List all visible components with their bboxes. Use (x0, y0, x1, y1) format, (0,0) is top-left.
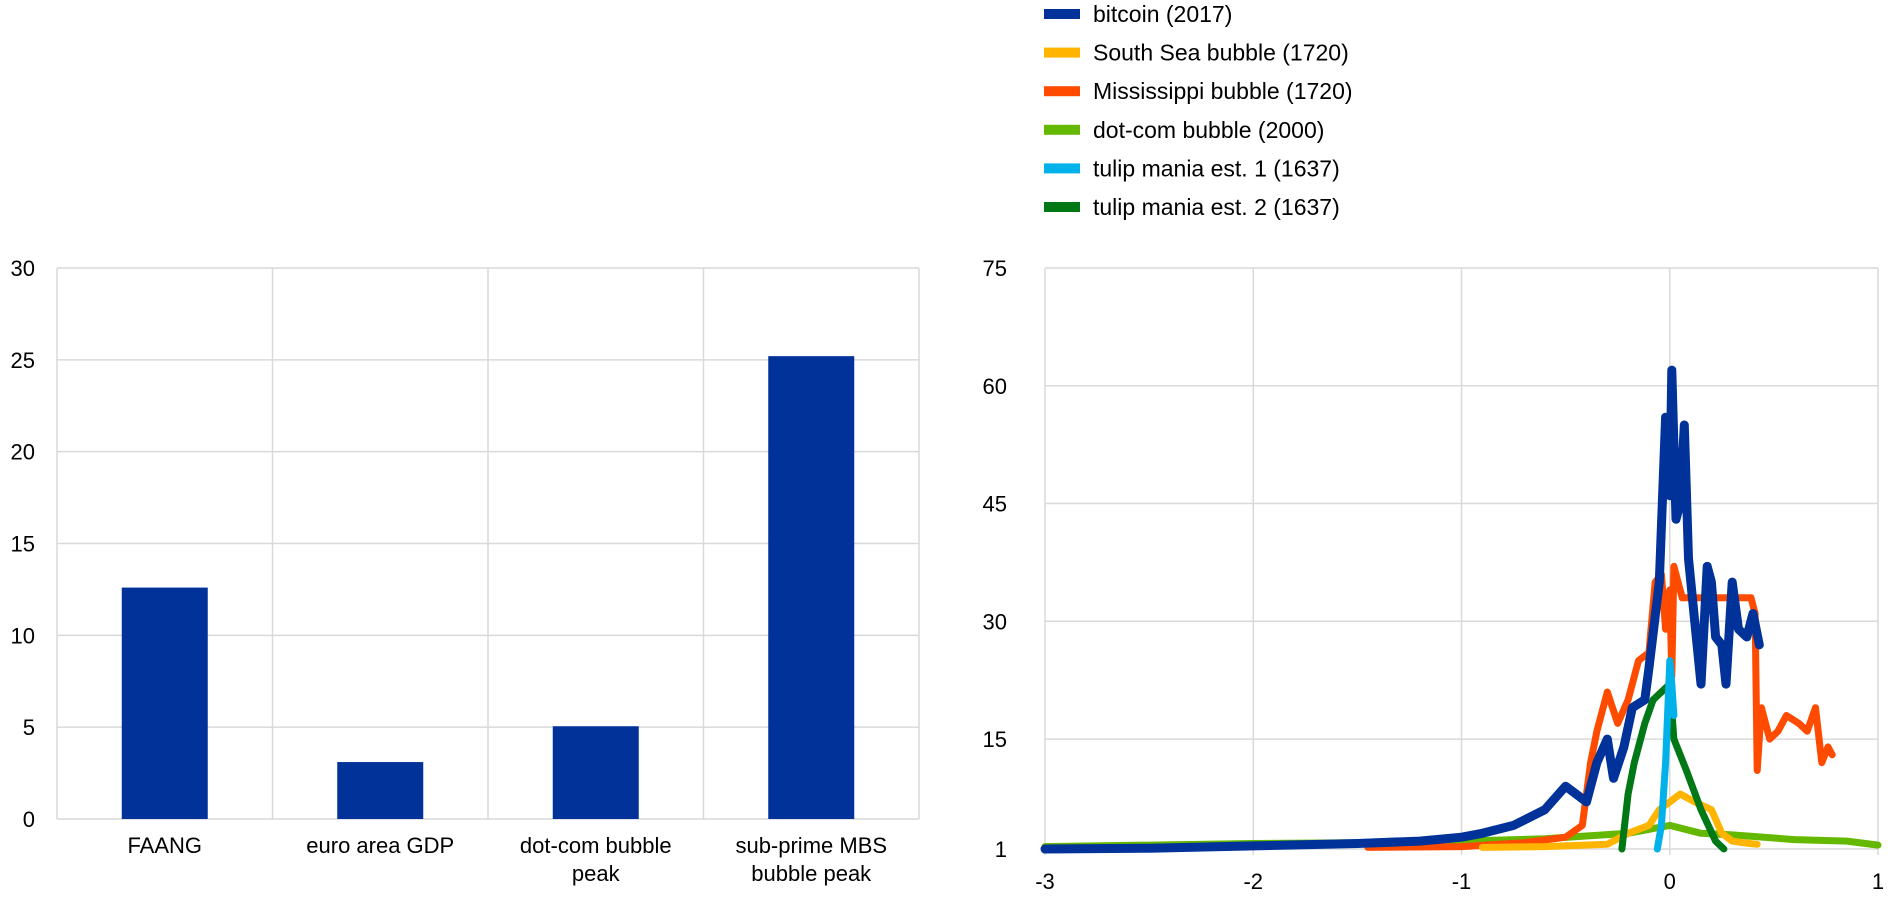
y-tick-label: 25 (11, 348, 35, 373)
legend-label: dot-com bubble (2000) (1093, 117, 1324, 143)
x-tick-label: -3 (1035, 869, 1055, 894)
y-tick-label: 45 (983, 492, 1007, 517)
legend-swatch (1044, 86, 1080, 97)
y-tick-label: 0 (23, 807, 35, 832)
series-line-2 (1364, 562, 1836, 851)
series-line-4 (1653, 657, 1678, 853)
y-tick-label: 75 (983, 256, 1007, 281)
legend-label: Mississippi bubble (1720) (1093, 78, 1353, 104)
legend-swatch (1044, 9, 1080, 19)
y-tick-label: 10 (11, 623, 35, 648)
bar (121, 587, 208, 819)
category-label: sub-prime MBS (735, 833, 887, 858)
series-line-1 (1478, 790, 1761, 851)
y-tick-label: 20 (11, 440, 35, 465)
legend-label: tulip mania est. 2 (1637) (1093, 194, 1340, 220)
x-tick-label: -1 (1452, 869, 1472, 894)
legend-swatch (1044, 124, 1080, 135)
y-tick-label: 60 (983, 374, 1007, 399)
bar (337, 762, 424, 819)
x-tick-label: 1 (1872, 869, 1884, 894)
bar-chart: 0 5 10 15 20 25 30 FAANG euro area GDP dot-com bu… (11, 256, 920, 886)
legend-swatch (1044, 202, 1080, 212)
y-tick-label: 30 (983, 609, 1007, 634)
legend-swatch (1044, 163, 1080, 174)
bar (768, 356, 855, 819)
legend-label: tulip mania est. 1 (1637) (1093, 155, 1340, 181)
y-tick-label: 1 (995, 837, 1007, 862)
x-tick-label: -2 (1243, 869, 1263, 894)
bar (552, 726, 639, 819)
category-label: FAANG (127, 833, 202, 858)
series-line-0 (1040, 365, 1764, 854)
legend-swatch (1044, 47, 1080, 58)
legend: bitcoin (2017) South Sea bubble (1720) Mis… (1044, 1, 1353, 220)
line-chart: 1 15 30 45 60 75 -3 -2 -1 0 1 (983, 256, 1885, 894)
y-tick-label: 15 (983, 727, 1007, 752)
category-label: euro area GDP (306, 833, 454, 858)
legend-label: South Sea bubble (1720) (1093, 40, 1349, 66)
category-label: peak (572, 861, 621, 886)
x-tick-label: 0 (1664, 869, 1676, 894)
y-tick-label: 15 (11, 532, 35, 557)
y-tick-label: 5 (23, 715, 35, 740)
category-label: bubble peak (751, 861, 872, 886)
category-label: dot-com bubble (520, 833, 672, 858)
legend-label: bitcoin (2017) (1093, 1, 1232, 27)
y-tick-label: 30 (11, 256, 35, 281)
